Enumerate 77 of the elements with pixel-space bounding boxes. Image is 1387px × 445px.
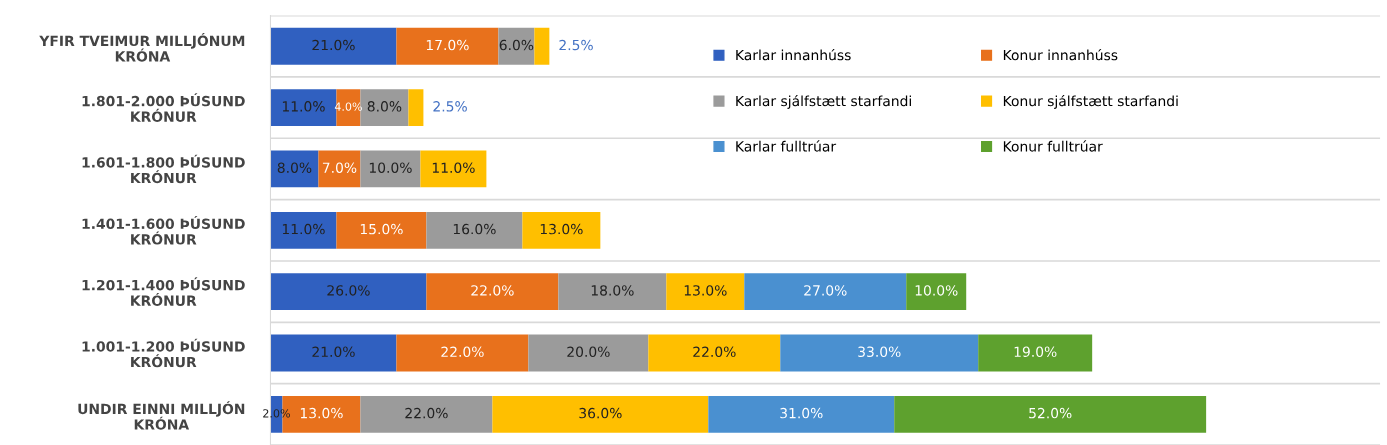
y-tick-label: 1.201-1.400 ÞÚSUND KRÓNUR [82, 277, 245, 306]
bar [270, 150, 319, 188]
data-label: 13.0% [540, 223, 583, 235]
bar [336, 211, 427, 249]
bar [666, 273, 745, 311]
data-label: 36.0% [579, 407, 622, 419]
data-label: 7.0% [322, 162, 357, 173]
data-label: 27.0% [804, 285, 847, 296]
data-label: 2.5% [433, 101, 467, 112]
bar [534, 27, 550, 65]
y-tick-label: 1.001-1.200 ÞÚSUND KRÓNUR [82, 338, 245, 368]
bar [780, 334, 979, 372]
data-label: 13.0% [300, 407, 343, 419]
data-label: 15.0% [360, 223, 403, 235]
data-label: 21.0% [312, 39, 355, 51]
bar [744, 273, 907, 311]
legend-label: Konur fulltrúar [1003, 140, 1103, 152]
data-label: 2.0% [263, 409, 290, 418]
data-label: 19.0% [1014, 346, 1057, 358]
bar [426, 211, 523, 249]
bar [498, 27, 535, 65]
bar [318, 150, 361, 188]
data-label: 31.0% [780, 407, 823, 419]
bar [396, 27, 499, 65]
data-label: 52.0% [1029, 407, 1072, 419]
data-label: 17.0% [426, 39, 469, 51]
bar [270, 211, 337, 249]
data-label: 10.0% [915, 285, 958, 296]
data-label: 11.0% [282, 101, 325, 112]
data-label: 2.5% [559, 39, 593, 51]
data-label: 10.0% [369, 162, 412, 173]
bar [978, 334, 1093, 372]
data-label: 8.0% [277, 162, 312, 173]
bar [270, 334, 397, 372]
y-tick-label: UNDIR EINNI MILLJÓN KRÓNA [78, 401, 245, 430]
data-label: 26.0% [327, 285, 370, 296]
y-tick-label: YFIR TVEIMUR MILLJÓNUM KRÓNA [39, 33, 245, 62]
bar [270, 89, 337, 126]
legend-label: Karlar sjálfstætt starfandi [736, 94, 911, 109]
data-label: 8.0% [367, 101, 402, 112]
data-label: 11.0% [432, 162, 475, 173]
bar [492, 395, 709, 433]
data-label: 18.0% [591, 285, 634, 296]
data-label: 22.0% [693, 346, 736, 358]
data-label: 22.0% [405, 407, 448, 419]
data-label: 21.0% [312, 346, 355, 358]
data-label: 22.0% [441, 346, 484, 358]
bar [270, 27, 397, 65]
bar [408, 89, 424, 126]
bar [558, 273, 667, 311]
bar [270, 273, 427, 311]
bar [396, 334, 529, 372]
legend-label: Konur sjálfstætt starfandi [1003, 94, 1178, 109]
bar [708, 395, 895, 433]
bar [894, 395, 1207, 433]
legend-label: Karlar fulltrúar [736, 140, 837, 152]
legend-label: Konur innanhúss [1003, 48, 1118, 61]
y-tick-label: 1.601-1.800 ÞÚSUND KRÓNUR [82, 154, 245, 184]
bar [522, 211, 601, 249]
bar [528, 334, 649, 372]
y-tick-label: 1.801-2.000 ÞÚSUND KRÓNUR [82, 93, 245, 122]
bar [906, 273, 967, 311]
data-label: 11.0% [282, 223, 325, 235]
data-label: 16.0% [453, 223, 496, 235]
data-label: 20.0% [567, 346, 610, 358]
data-label: 6.0% [499, 39, 534, 51]
bar [360, 89, 409, 126]
data-label: 33.0% [858, 346, 901, 358]
data-label: 22.0% [471, 285, 514, 296]
y-tick-label: 1.401-1.600 ÞÚSUND KRÓNUR [82, 215, 245, 245]
bar [360, 150, 421, 188]
bar [360, 395, 493, 433]
bar [426, 273, 559, 311]
bar [420, 150, 487, 188]
data-label: 13.0% [684, 285, 727, 296]
legend-label: Karlar innanhúss [736, 48, 851, 61]
bar [648, 334, 781, 372]
